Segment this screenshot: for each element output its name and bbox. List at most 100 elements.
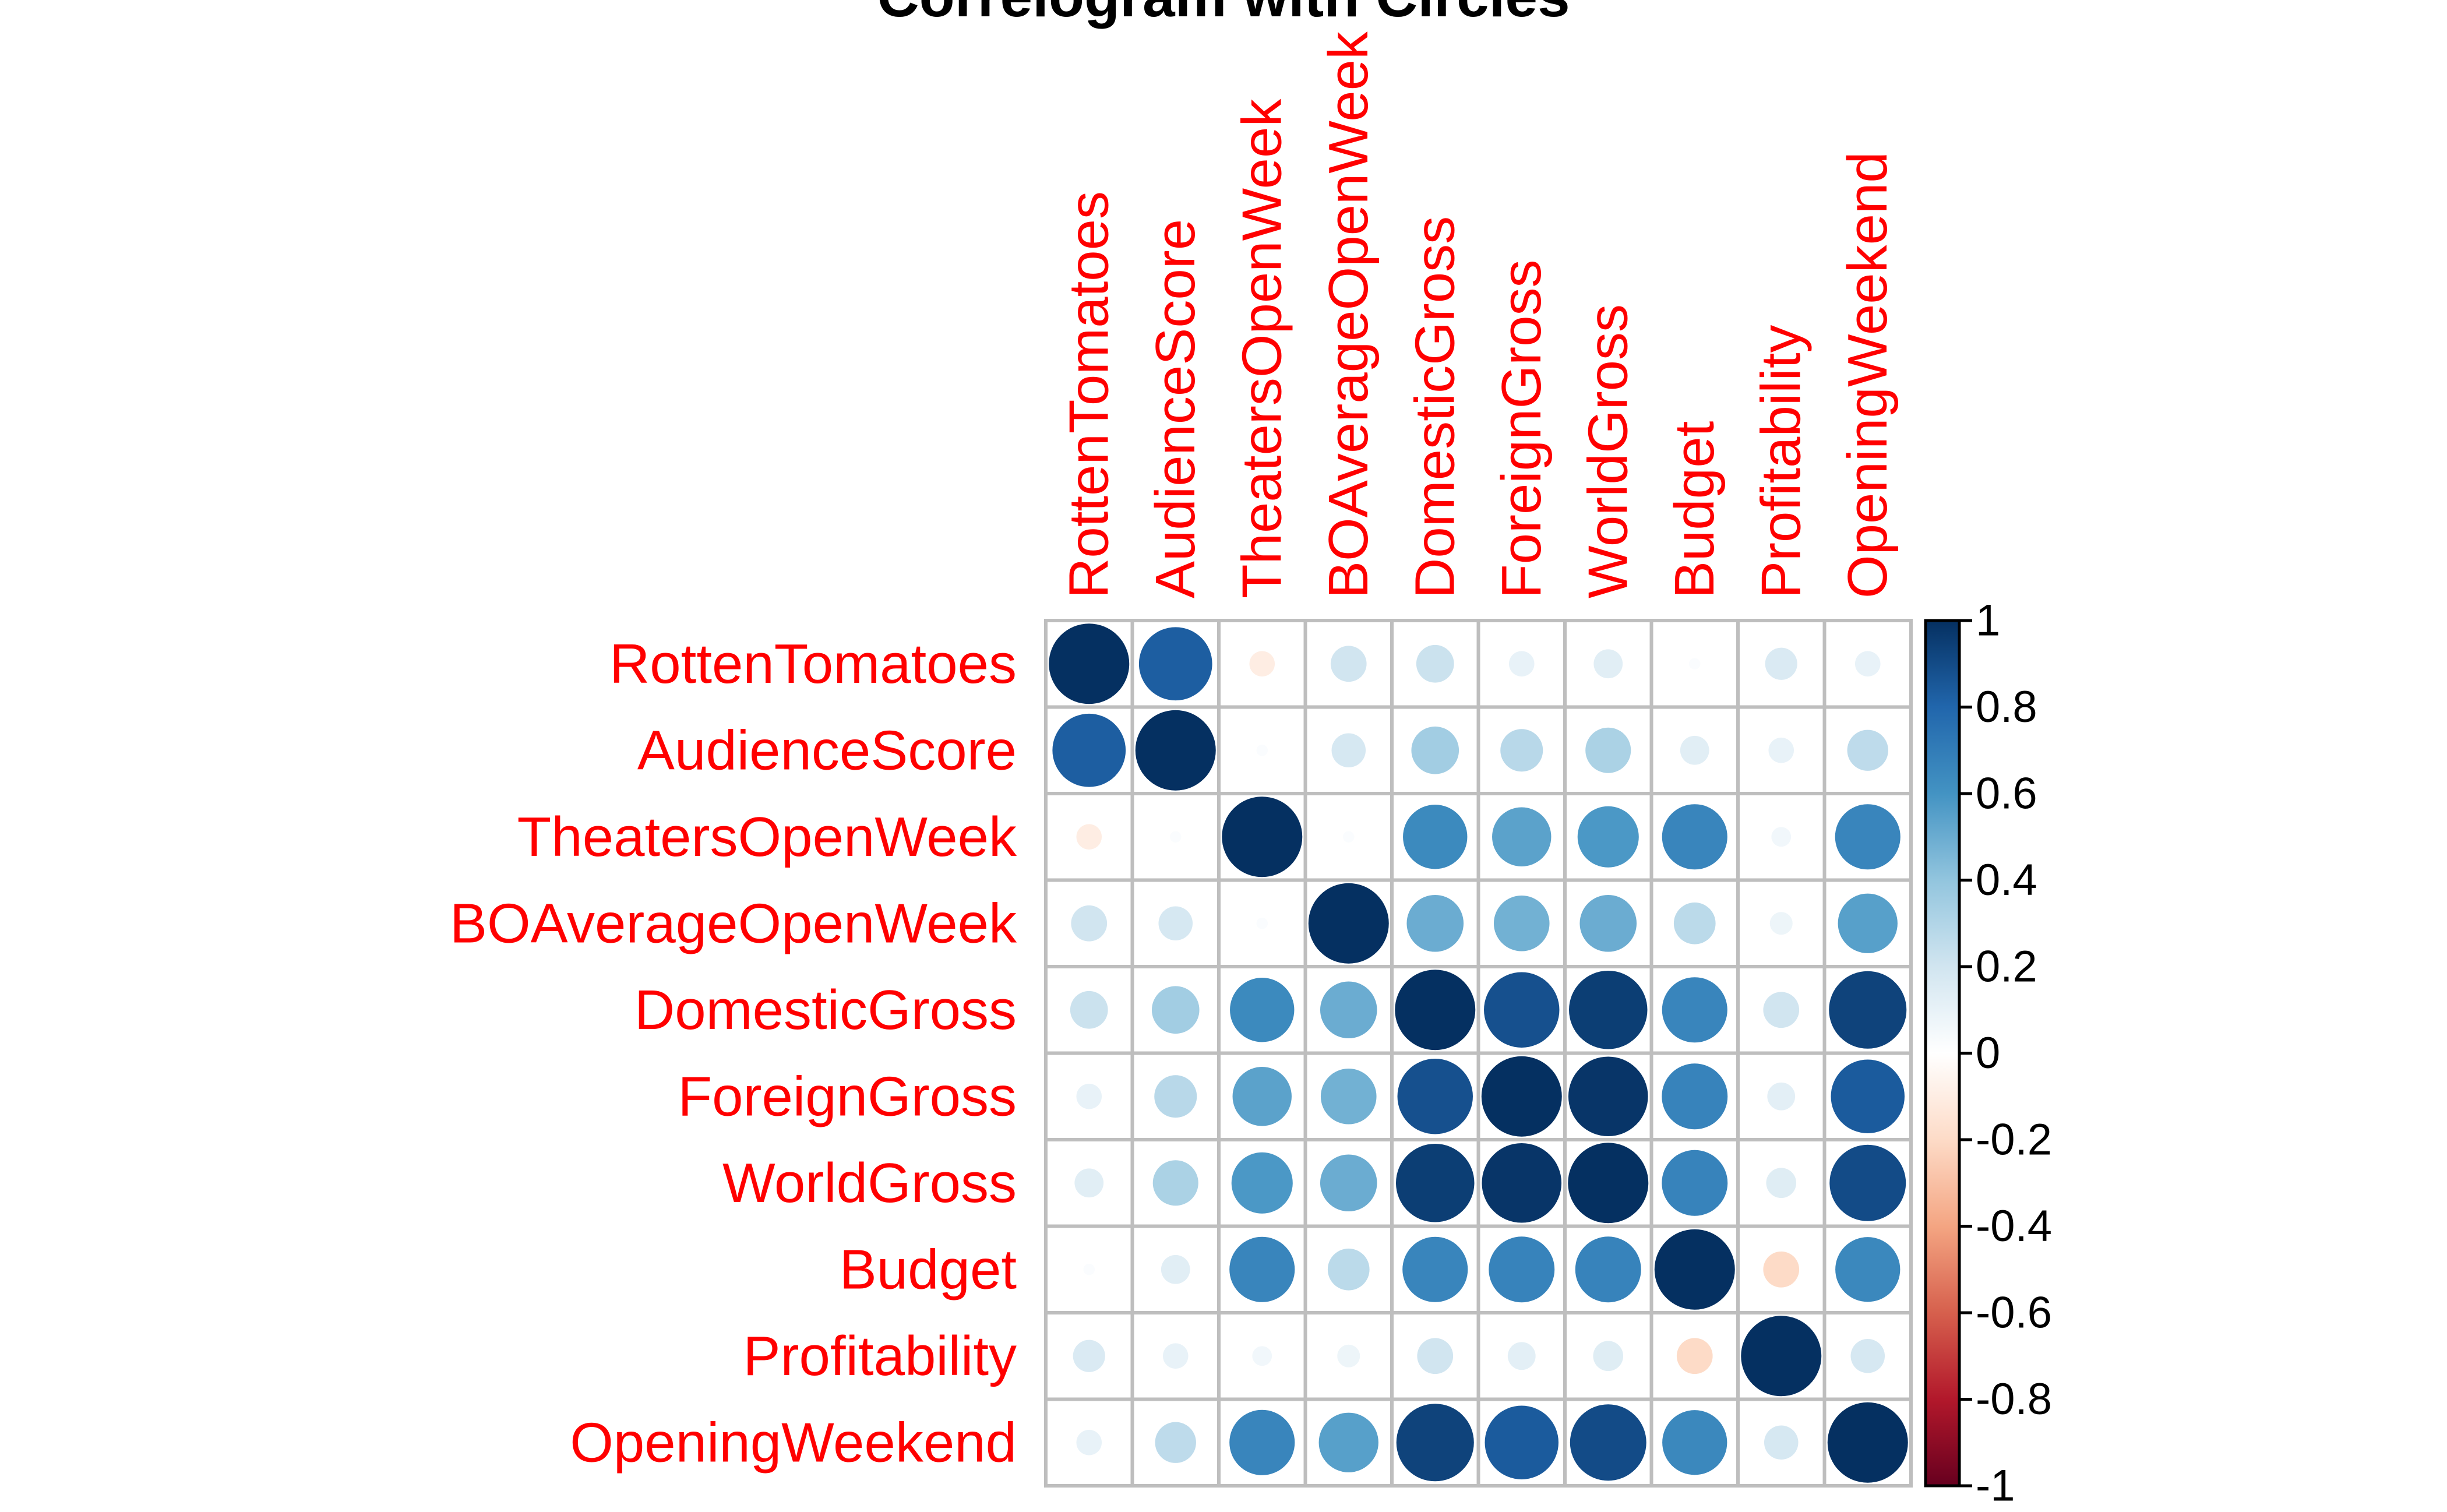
correlation-circle-Budget-RottenTomatoes bbox=[1083, 1263, 1095, 1275]
correlation-circle-Profitability-TheatersOpenWeek bbox=[1252, 1346, 1272, 1366]
correlation-circle-DomesticGross-OpeningWeekend bbox=[1829, 971, 1907, 1049]
correlation-circle-WorldGross-AudienceScore bbox=[1152, 1160, 1198, 1206]
column-label-ForeignGross: ForeignGross bbox=[1490, 259, 1553, 598]
correlation-circle-RottenTomatoes-Profitability bbox=[1765, 647, 1797, 680]
correlation-circle-WorldGross-Budget bbox=[1662, 1150, 1728, 1216]
correlation-circle-RottenTomatoes-AudienceScore bbox=[1138, 627, 1212, 701]
correlation-circle-AudienceScore-DomesticGross bbox=[1411, 726, 1459, 774]
correlation-circle-RottenTomatoes-DomesticGross bbox=[1416, 644, 1454, 683]
correlation-circle-OpeningWeekend-OpeningWeekend bbox=[1827, 1402, 1908, 1483]
row-label-AudienceScore: AudienceScore bbox=[637, 719, 1017, 781]
row-label-ForeignGross: ForeignGross bbox=[678, 1065, 1017, 1127]
legend-tick-label: -0.6 bbox=[1976, 1288, 2052, 1338]
correlation-circle-Budget-AudienceScore bbox=[1161, 1254, 1190, 1284]
legend-tick-label: 0 bbox=[1976, 1028, 2000, 1078]
correlation-circle-Budget-Budget bbox=[1654, 1229, 1735, 1310]
grid-cell bbox=[1822, 1311, 1913, 1401]
correlation-circle-TheatersOpenWeek-Profitability bbox=[1771, 827, 1792, 847]
correlation-circle-ForeignGross-OpeningWeekend bbox=[1831, 1059, 1905, 1133]
correlation-circle-Budget-TheatersOpenWeek bbox=[1229, 1236, 1295, 1302]
correlation-circle-RottenTomatoes-RottenTomatoes bbox=[1049, 623, 1130, 704]
column-label-Budget: Budget bbox=[1663, 421, 1726, 598]
correlation-circle-WorldGross-OpeningWeekend bbox=[1829, 1144, 1906, 1221]
row-label-BOAverageOpenWeek: BOAverageOpenWeek bbox=[450, 892, 1017, 954]
correlation-circle-WorldGross-WorldGross bbox=[1568, 1143, 1649, 1224]
correlation-circle-TheatersOpenWeek-DomesticGross bbox=[1403, 805, 1468, 869]
correlation-circle-BOAverageOpenWeek-WorldGross bbox=[1579, 894, 1637, 952]
correlation-circle-ForeignGross-TheatersOpenWeek bbox=[1232, 1067, 1292, 1126]
correlation-circle-DomesticGross-Budget bbox=[1662, 977, 1727, 1043]
grid-cell bbox=[1130, 792, 1221, 882]
correlation-circle-AudienceScore-AudienceScore bbox=[1135, 710, 1216, 791]
row-label-Profitability: Profitability bbox=[743, 1325, 1017, 1387]
correlation-circle-DomesticGross-TheatersOpenWeek bbox=[1230, 978, 1295, 1042]
correlation-circle-AudienceScore-ForeignGross bbox=[1500, 729, 1543, 772]
legend-tick-label: 0.8 bbox=[1976, 682, 2037, 732]
correlation-circle-Profitability-BOAverageOpenWeek bbox=[1337, 1344, 1360, 1368]
correlation-circle-RottenTomatoes-ForeignGross bbox=[1508, 651, 1535, 677]
correlation-circle-BOAverageOpenWeek-DomesticGross bbox=[1406, 894, 1464, 952]
correlation-circle-DomesticGross-ForeignGross bbox=[1484, 972, 1560, 1048]
correlation-circle-OpeningWeekend-Budget bbox=[1662, 1410, 1727, 1475]
legend-tick-label: 0.4 bbox=[1976, 855, 2037, 905]
correlation-circle-AudienceScore-WorldGross bbox=[1585, 727, 1631, 773]
column-label-OpeningWeekend: OpeningWeekend bbox=[1836, 151, 1899, 598]
correlation-circle-TheatersOpenWeek-OpeningWeekend bbox=[1835, 804, 1901, 870]
correlation-circle-Budget-Profitability bbox=[1763, 1251, 1800, 1288]
correlation-circle-AudienceScore-Profitability bbox=[1768, 737, 1794, 763]
grid-cell bbox=[1303, 705, 1394, 795]
column-label-WorldGross: WorldGross bbox=[1577, 304, 1639, 598]
correlation-circle-WorldGross-DomesticGross bbox=[1395, 1143, 1475, 1222]
column-label-AudienceScore: AudienceScore bbox=[1144, 219, 1207, 598]
correlation-circle-RottenTomatoes-BOAverageOpenWeek bbox=[1330, 646, 1367, 682]
row-label-OpeningWeekend: OpeningWeekend bbox=[570, 1411, 1017, 1474]
correlation-circle-WorldGross-TheatersOpenWeek bbox=[1231, 1152, 1293, 1214]
correlation-circle-BOAverageOpenWeek-ForeignGross bbox=[1493, 895, 1550, 951]
correlation-circle-WorldGross-Profitability bbox=[1766, 1168, 1797, 1199]
correlation-circle-BOAverageOpenWeek-Budget bbox=[1673, 902, 1716, 944]
correlation-circle-BOAverageOpenWeek-TheatersOpenWeek bbox=[1256, 917, 1268, 929]
correlation-circle-Profitability-AudienceScore bbox=[1162, 1343, 1189, 1369]
chart-title: Correlogram with Circles bbox=[877, 0, 1570, 29]
column-label-TheatersOpenWeek: TheatersOpenWeek bbox=[1230, 98, 1293, 598]
correlation-circle-ForeignGross-RottenTomatoes bbox=[1076, 1083, 1102, 1109]
correlation-circle-TheatersOpenWeek-WorldGross bbox=[1577, 806, 1639, 868]
correlation-circle-ForeignGross-BOAverageOpenWeek bbox=[1320, 1068, 1377, 1125]
column-label-Profitability: Profitability bbox=[1750, 325, 1812, 599]
correlation-circle-OpeningWeekend-ForeignGross bbox=[1485, 1405, 1559, 1479]
legend-tick-label: 0.6 bbox=[1976, 769, 2037, 819]
correlation-circle-OpeningWeekend-DomesticGross bbox=[1396, 1404, 1474, 1482]
correlation-circle-BOAverageOpenWeek-RottenTomatoes bbox=[1071, 905, 1108, 942]
correlation-circle-Profitability-Budget bbox=[1676, 1338, 1713, 1374]
correlation-circle-RottenTomatoes-WorldGross bbox=[1593, 649, 1623, 679]
correlation-circle-OpeningWeekend-BOAverageOpenWeek bbox=[1318, 1412, 1378, 1472]
color-legend: 1 0.8 0.6 0.4 0.2 0 -0.2 -0.4 -0.6 -0.8 -1 bbox=[1924, 596, 2052, 1511]
correlation-circle-Profitability-Profitability bbox=[1741, 1316, 1822, 1397]
correlation-circle-WorldGross-RottenTomatoes bbox=[1074, 1168, 1104, 1198]
correlation-circle-Profitability-RottenTomatoes bbox=[1073, 1340, 1105, 1372]
correlation-circle-ForeignGross-Profitability bbox=[1767, 1082, 1796, 1111]
correlation-circle-BOAverageOpenWeek-AudienceScore bbox=[1158, 906, 1193, 941]
correlation-circle-TheatersOpenWeek-TheatersOpenWeek bbox=[1222, 796, 1303, 877]
correlation-cells bbox=[1044, 619, 1913, 1488]
correlation-circle-TheatersOpenWeek-RottenTomatoes bbox=[1076, 824, 1102, 850]
column-label-BOAverageOpenWeek: BOAverageOpenWeek bbox=[1317, 31, 1380, 598]
correlation-circle-Budget-ForeignGross bbox=[1489, 1236, 1555, 1303]
correlation-circle-TheatersOpenWeek-Budget bbox=[1662, 804, 1727, 870]
correlation-circle-AudienceScore-BOAverageOpenWeek bbox=[1331, 733, 1366, 768]
correlation-circle-ForeignGross-WorldGross bbox=[1568, 1056, 1648, 1137]
correlation-circle-AudienceScore-TheatersOpenWeek bbox=[1256, 744, 1268, 756]
correlation-circle-Profitability-WorldGross bbox=[1593, 1341, 1624, 1372]
correlation-circle-OpeningWeekend-TheatersOpenWeek bbox=[1229, 1409, 1295, 1475]
correlation-circle-RottenTomatoes-Budget bbox=[1688, 658, 1701, 670]
correlation-circle-OpeningWeekend-AudienceScore bbox=[1155, 1422, 1196, 1463]
legend-tick-label: -1 bbox=[1976, 1461, 2015, 1511]
correlation-circle-DomesticGross-RottenTomatoes bbox=[1070, 991, 1108, 1029]
correlation-circle-AudienceScore-OpeningWeekend bbox=[1847, 729, 1888, 771]
color-legend-bar bbox=[1924, 619, 1961, 1488]
correlation-circle-Budget-WorldGross bbox=[1575, 1236, 1641, 1303]
legend-tick-label: 1 bbox=[1976, 596, 2000, 646]
correlation-circle-ForeignGross-DomesticGross bbox=[1397, 1059, 1473, 1134]
correlation-circle-BOAverageOpenWeek-Profitability bbox=[1769, 912, 1793, 935]
correlation-circle-Profitability-DomesticGross bbox=[1417, 1338, 1454, 1374]
